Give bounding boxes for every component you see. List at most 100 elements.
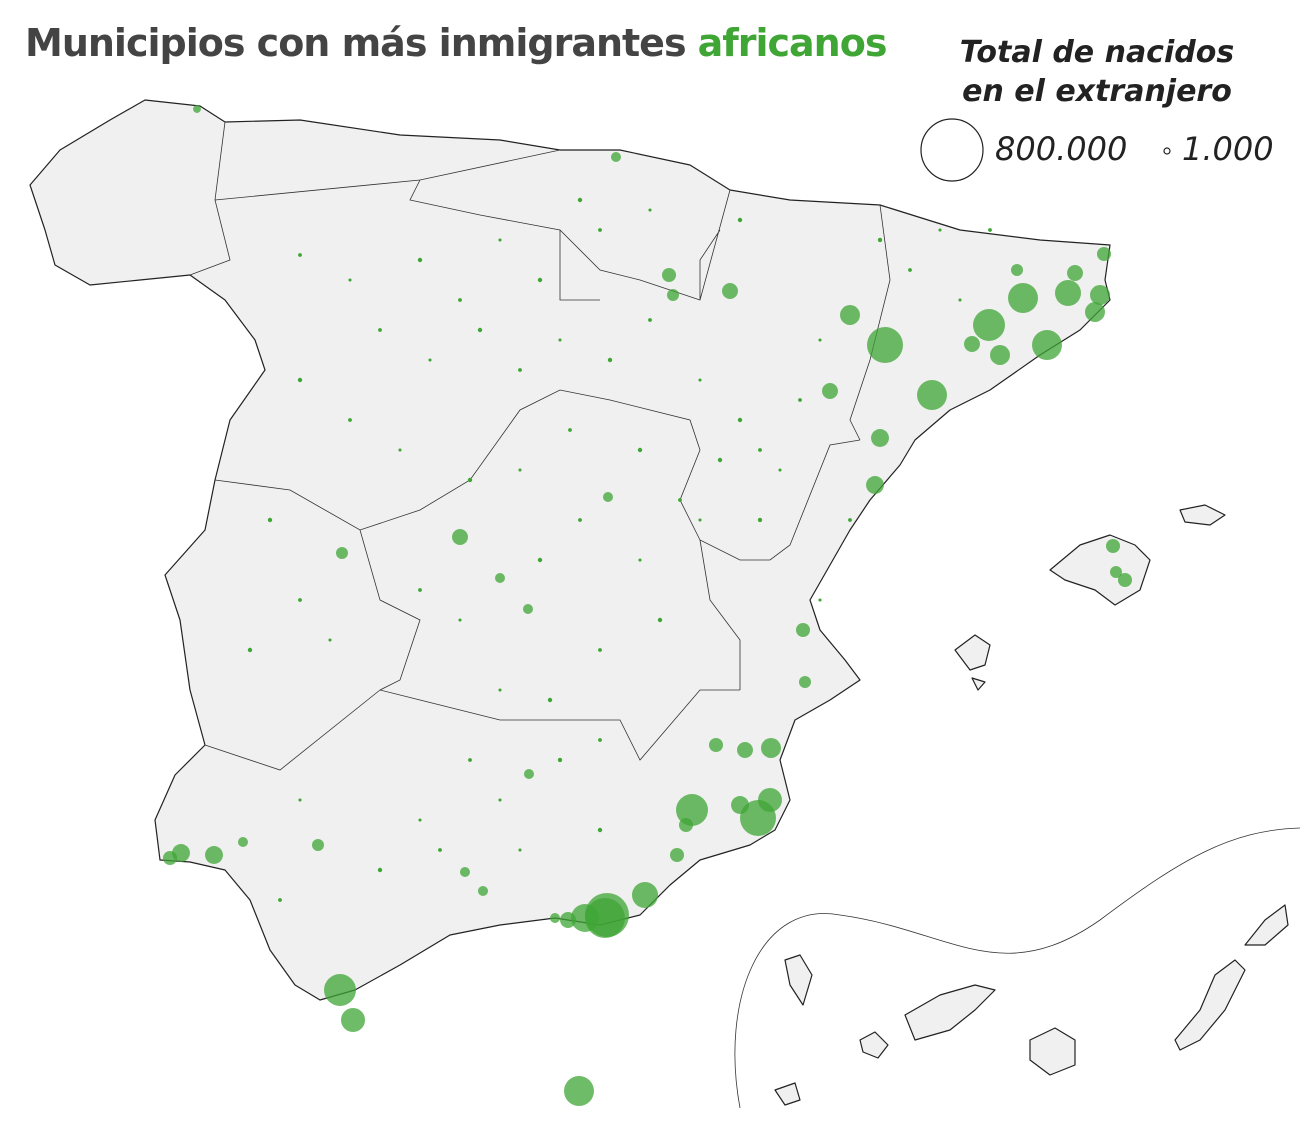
legend-label: 1.000 <box>1182 130 1274 168</box>
bubble <box>452 529 468 545</box>
small-bubble <box>537 557 543 563</box>
bubble <box>990 345 1010 365</box>
small-bubble <box>737 217 743 223</box>
small-bubble <box>958 298 962 302</box>
bubble <box>522 603 534 615</box>
bubble <box>477 885 489 897</box>
title-text: Municipios con más inmigrantes <box>25 21 686 65</box>
small-bubble <box>418 818 422 822</box>
bubble <box>661 267 677 283</box>
small-bubble <box>418 588 422 592</box>
small-bubble <box>798 398 802 402</box>
small-bubble <box>988 228 992 232</box>
small-bubble <box>568 428 572 432</box>
small-bubble <box>598 648 602 652</box>
fuerteventura <box>1174 959 1246 1051</box>
bubble <box>1010 263 1024 277</box>
small-bubble <box>758 448 762 452</box>
small-bubble <box>557 757 563 763</box>
bubble <box>964 336 980 352</box>
bubble <box>676 794 708 826</box>
bubble <box>1109 565 1123 579</box>
peninsula <box>29 99 1111 1001</box>
mallorca <box>1049 534 1151 606</box>
small-bubble <box>518 848 522 852</box>
small-bubble <box>398 448 402 452</box>
small-bubble <box>877 237 883 243</box>
bubble <box>631 881 659 909</box>
bubble <box>549 912 561 924</box>
small-bubble <box>298 253 302 257</box>
small-bubble <box>577 197 583 203</box>
bubble <box>737 742 753 758</box>
small-bubble <box>678 498 682 502</box>
small-bubble <box>848 518 852 522</box>
legend-circle <box>1163 147 1171 155</box>
small-bubble <box>818 598 822 602</box>
bubble <box>237 836 249 848</box>
small-bubble <box>637 447 643 453</box>
bubble <box>731 796 749 814</box>
small-bubble <box>648 208 652 212</box>
lanzarote <box>1244 904 1289 946</box>
small-bubble <box>477 327 483 333</box>
small-bubble <box>428 358 432 362</box>
bubble <box>866 476 884 494</box>
bubble <box>973 309 1005 341</box>
small-bubble <box>757 517 763 523</box>
small-bubble <box>298 798 302 802</box>
bubble <box>722 283 738 299</box>
small-bubble <box>328 638 332 642</box>
land <box>29 99 1301 1109</box>
bubble <box>1054 279 1082 307</box>
el-hierro <box>774 1082 801 1106</box>
bubble <box>560 912 576 928</box>
small-bubble <box>598 738 602 742</box>
bubbles <box>162 105 1133 1106</box>
small-bubble <box>247 647 253 653</box>
bubble <box>311 838 325 852</box>
small-bubble <box>698 378 702 382</box>
small-bubble <box>558 338 562 342</box>
small-bubble <box>498 238 502 242</box>
region-borders <box>189 121 891 771</box>
bubble <box>866 326 904 364</box>
bubble <box>666 288 680 302</box>
bubble <box>602 491 614 503</box>
bubble <box>494 572 506 584</box>
small-bubble <box>468 758 472 762</box>
bubble <box>1090 285 1110 305</box>
tenerife <box>904 984 996 1041</box>
legend-label: 800.000 <box>995 130 1127 168</box>
bubble <box>1032 330 1062 360</box>
bubble <box>795 622 811 638</box>
small-bubble <box>348 278 352 282</box>
bubble <box>708 737 724 753</box>
small-bubble <box>818 338 822 342</box>
bubble <box>162 850 178 866</box>
small-bubble <box>908 268 912 272</box>
small-bubble <box>348 418 352 422</box>
bubble <box>822 383 838 399</box>
menorca <box>1179 504 1226 526</box>
small-bubble <box>698 518 702 522</box>
bubble <box>917 380 947 410</box>
title-highlight: africanos <box>698 21 887 65</box>
bubble <box>798 675 812 689</box>
bubble <box>340 1007 366 1033</box>
small-bubble <box>547 697 553 703</box>
legend-circle <box>920 118 984 182</box>
bubble <box>1085 302 1105 322</box>
small-bubble <box>638 558 642 562</box>
small-bubble <box>518 468 522 472</box>
bubble <box>669 847 685 863</box>
gran-canaria <box>1029 1027 1076 1076</box>
bubble <box>584 897 626 939</box>
small-bubble <box>648 318 652 322</box>
bubble <box>205 846 223 864</box>
small-bubble <box>737 417 743 423</box>
small-bubble <box>518 368 522 372</box>
bubble <box>1096 246 1112 262</box>
bubble <box>757 787 783 813</box>
small-bubble <box>458 298 462 302</box>
